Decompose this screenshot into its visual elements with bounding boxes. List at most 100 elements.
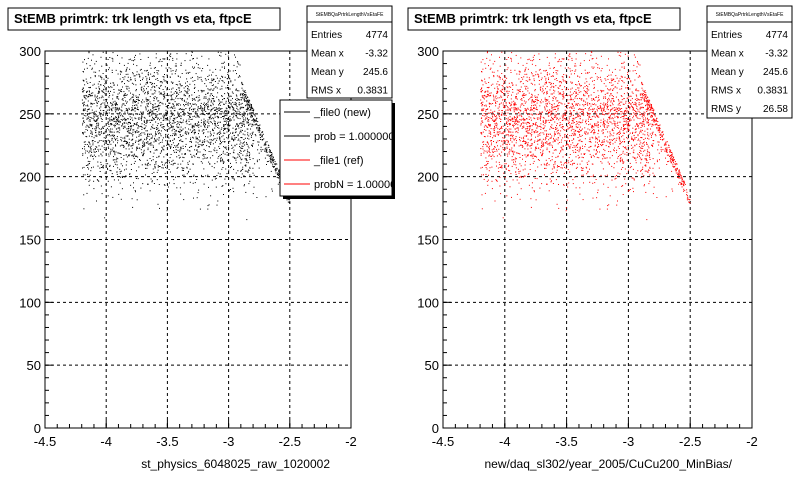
scatter-point — [83, 166, 85, 168]
scatter-point — [241, 123, 243, 125]
scatter-point — [251, 125, 253, 127]
scatter-point — [224, 128, 226, 130]
scatter-point — [254, 163, 256, 165]
scatter-point — [123, 146, 125, 148]
scatter-point — [179, 124, 180, 126]
scatter-point — [580, 136, 582, 137]
scatter-point — [624, 110, 625, 112]
scatter-point — [114, 134, 115, 136]
scatter-point — [142, 145, 144, 146]
scatter-point — [511, 101, 513, 103]
scatter-point — [209, 89, 211, 91]
scatter-point — [241, 158, 243, 160]
scatter-point — [639, 108, 641, 110]
scatter-point — [498, 84, 500, 86]
scatter-point — [531, 138, 533, 140]
scatter-point — [111, 108, 113, 110]
scatter-point — [109, 166, 111, 167]
scatter-point — [652, 193, 654, 195]
scatter-point — [120, 136, 122, 138]
scatter-point — [99, 84, 101, 86]
scatter-point — [486, 160, 488, 162]
scatter-point — [151, 160, 152, 162]
scatter-point — [634, 125, 636, 127]
scatter-point — [168, 105, 169, 106]
scatter-point — [105, 75, 107, 77]
scatter-point — [495, 105, 497, 107]
scatter-point — [553, 89, 554, 91]
scatter-point — [258, 131, 260, 133]
scatter-point — [480, 91, 482, 93]
scatter-point — [554, 161, 556, 163]
scatter-point — [558, 119, 560, 121]
scatter-point — [597, 100, 599, 102]
scatter-point — [212, 139, 214, 141]
scatter-point — [118, 124, 120, 126]
scatter-point — [156, 97, 158, 99]
scatter-point — [227, 74, 229, 75]
scatter-point — [175, 97, 177, 99]
scatter-point — [537, 119, 539, 120]
scatter-point — [172, 133, 174, 135]
scatter-point — [492, 119, 494, 121]
scatter-point — [497, 92, 498, 94]
scatter-point — [106, 176, 108, 178]
scatter-point — [248, 124, 249, 126]
scatter-point — [577, 121, 579, 123]
scatter-point — [593, 80, 595, 81]
scatter-point — [209, 142, 211, 144]
scatter-point — [260, 138, 261, 140]
scatter-point — [568, 182, 570, 184]
scatter-point — [163, 93, 165, 95]
scatter-point — [646, 98, 647, 100]
scatter-point — [214, 163, 216, 165]
scatter-point — [162, 167, 164, 169]
scatter-point — [108, 96, 110, 98]
scatter-point — [171, 94, 172, 96]
scatter-point — [84, 109, 86, 111]
scatter-point — [264, 157, 266, 159]
stats-name: StEMBQaPrtrkLengthVsEtaFE — [316, 12, 384, 18]
scatter-point — [213, 167, 215, 169]
scatter-point — [646, 122, 648, 124]
scatter-point — [174, 131, 176, 133]
scatter-point — [253, 121, 255, 123]
scatter-point — [584, 153, 586, 155]
scatter-point — [149, 115, 151, 117]
scatter-point — [488, 77, 490, 79]
scatter-point — [629, 115, 631, 117]
scatter-point — [610, 74, 612, 76]
scatter-point — [86, 81, 88, 83]
scatter-point — [183, 93, 185, 95]
scatter-point — [106, 109, 108, 111]
scatter-point — [243, 99, 245, 101]
scatter-point — [220, 161, 222, 163]
scatter-point — [515, 164, 517, 166]
scatter-point — [570, 126, 572, 128]
scatter-point — [127, 135, 129, 137]
scatter-point — [509, 105, 511, 107]
scatter-point — [147, 165, 149, 167]
scatter-point — [488, 117, 490, 118]
scatter-point — [607, 161, 609, 163]
scatter-point — [640, 153, 642, 154]
scatter-point — [599, 113, 601, 115]
scatter-point — [622, 62, 624, 64]
scatter-point — [127, 85, 129, 87]
scatter-point — [243, 185, 245, 187]
scatter-point — [95, 131, 97, 133]
scatter-point — [151, 112, 153, 114]
scatter-point — [595, 154, 597, 155]
scatter-point — [204, 106, 206, 108]
scatter-point — [85, 126, 87, 128]
scatter-point — [273, 166, 275, 168]
scatter-point — [111, 149, 113, 151]
scatter-point — [524, 68, 526, 70]
scatter-point — [176, 96, 178, 97]
scatter-point — [592, 67, 594, 69]
scatter-point — [620, 160, 622, 162]
scatter-point — [162, 76, 164, 78]
scatter-point — [232, 177, 234, 179]
scatter-point — [225, 53, 227, 55]
scatter-point — [585, 143, 586, 145]
